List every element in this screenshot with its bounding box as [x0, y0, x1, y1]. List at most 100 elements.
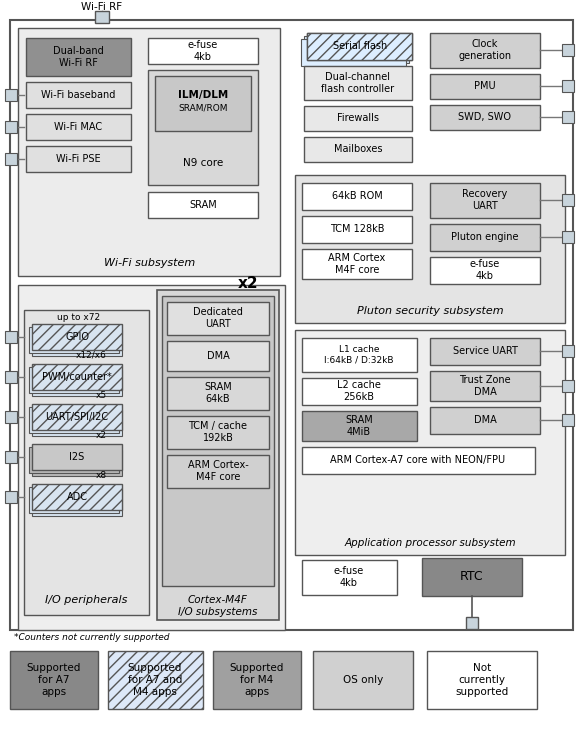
Bar [302, 249, 412, 279]
Bar [29, 327, 119, 353]
Bar [10, 20, 573, 630]
Bar [148, 192, 258, 218]
Bar [32, 324, 122, 350]
Text: ARM Cortex-A7 core with NEON/FPU: ARM Cortex-A7 core with NEON/FPU [331, 455, 505, 465]
Text: Clock
generation: Clock generation [458, 39, 511, 61]
Bar [167, 341, 269, 371]
Bar [95, 11, 109, 23]
Text: up to x72: up to x72 [57, 312, 100, 322]
Bar [162, 296, 274, 586]
Text: e-fuse
4kb: e-fuse 4kb [470, 260, 500, 281]
Bar [562, 345, 574, 357]
Bar [302, 216, 412, 243]
Bar [148, 70, 258, 185]
Text: SRAM
64kB: SRAM 64kB [204, 382, 232, 404]
Text: Dedicated
UART: Dedicated UART [193, 307, 243, 329]
Bar [167, 455, 269, 488]
Text: I2S: I2S [69, 452, 85, 462]
Bar [302, 183, 412, 210]
Bar [430, 183, 540, 218]
Bar [32, 410, 122, 436]
Bar [562, 80, 574, 92]
Bar [307, 33, 412, 60]
Bar [5, 491, 17, 503]
Bar [302, 560, 397, 595]
Text: Supported
for A7 and
M4 apps: Supported for A7 and M4 apps [128, 664, 182, 697]
Bar [466, 617, 478, 629]
Text: 64kB ROM: 64kB ROM [332, 191, 382, 201]
Text: Pluton engine: Pluton engine [451, 232, 519, 242]
Bar [29, 487, 119, 513]
Bar [32, 330, 122, 356]
Text: Wi-Fi RF: Wi-Fi RF [82, 2, 122, 12]
Bar [302, 378, 417, 405]
Text: x5: x5 [96, 390, 107, 400]
Bar [5, 153, 17, 165]
Text: x12/x6: x12/x6 [76, 350, 107, 360]
Bar [157, 290, 279, 620]
Bar [562, 194, 574, 206]
Bar [5, 331, 17, 343]
Text: L2 cache
256kB: L2 cache 256kB [337, 380, 381, 402]
Bar [26, 82, 131, 108]
Bar [18, 28, 280, 276]
Text: SRAM
4MiB: SRAM 4MiB [345, 415, 373, 437]
Bar [430, 407, 540, 434]
Text: ARM Cortex-
M4F core: ARM Cortex- M4F core [188, 461, 248, 482]
Text: SRAM/ROM: SRAM/ROM [178, 104, 228, 113]
Bar [430, 105, 540, 130]
Text: ADC: ADC [66, 492, 87, 502]
Text: DMA: DMA [206, 351, 229, 361]
Text: TCM / cache
192kB: TCM / cache 192kB [188, 421, 248, 443]
Bar [32, 444, 122, 470]
Bar [562, 231, 574, 243]
Text: SWD, SWO: SWD, SWO [458, 112, 511, 122]
Bar [26, 146, 131, 172]
Text: PWM/counter*: PWM/counter* [42, 372, 112, 382]
Text: Wi-Fi subsystem: Wi-Fi subsystem [104, 258, 196, 268]
Text: Wi-Fi MAC: Wi-Fi MAC [54, 122, 102, 132]
Bar [108, 651, 203, 709]
Bar [430, 371, 540, 401]
Bar [430, 338, 540, 365]
Text: *Counters not currently supported: *Counters not currently supported [14, 634, 170, 643]
Text: e-fuse
4kb: e-fuse 4kb [188, 40, 218, 62]
Text: e-fuse
4kb: e-fuse 4kb [334, 567, 364, 588]
Text: Dual-channel
flash controller: Dual-channel flash controller [321, 72, 395, 94]
Bar [26, 114, 131, 140]
Bar [295, 175, 565, 323]
Bar [301, 39, 406, 66]
Bar [26, 38, 131, 76]
Text: Pluton security subsystem: Pluton security subsystem [357, 306, 503, 316]
Text: Trust Zone
DMA: Trust Zone DMA [459, 375, 511, 397]
Text: Supported
for M4
apps: Supported for M4 apps [230, 664, 284, 697]
Text: DMA: DMA [473, 415, 496, 425]
Text: N9 core: N9 core [183, 158, 223, 168]
Bar [5, 121, 17, 133]
Text: RTC: RTC [460, 570, 484, 583]
Bar [304, 106, 412, 131]
Bar [304, 66, 412, 100]
Text: Supported
for A7
apps: Supported for A7 apps [27, 664, 81, 697]
Bar [5, 371, 17, 383]
Bar [422, 558, 522, 596]
Bar [29, 407, 119, 433]
Text: Recovery
UART: Recovery UART [462, 189, 508, 211]
Text: x2: x2 [238, 276, 258, 292]
Bar [304, 36, 409, 63]
Text: ILM/DLM: ILM/DLM [178, 90, 228, 100]
Bar [18, 285, 285, 630]
Bar [430, 33, 540, 68]
Text: SRAM: SRAM [189, 200, 217, 210]
Bar [32, 450, 122, 476]
Bar [29, 367, 119, 393]
Text: GPIO: GPIO [65, 332, 89, 342]
Text: L1 cache
I:64kB / D:32kB: L1 cache I:64kB / D:32kB [324, 345, 394, 365]
Bar [32, 484, 122, 510]
Bar [10, 651, 98, 709]
Bar [430, 224, 540, 251]
Bar [304, 137, 412, 162]
Text: Application processor subsystem: Application processor subsystem [344, 538, 516, 548]
Bar [302, 338, 417, 372]
Text: Wi-Fi PSE: Wi-Fi PSE [56, 154, 100, 164]
